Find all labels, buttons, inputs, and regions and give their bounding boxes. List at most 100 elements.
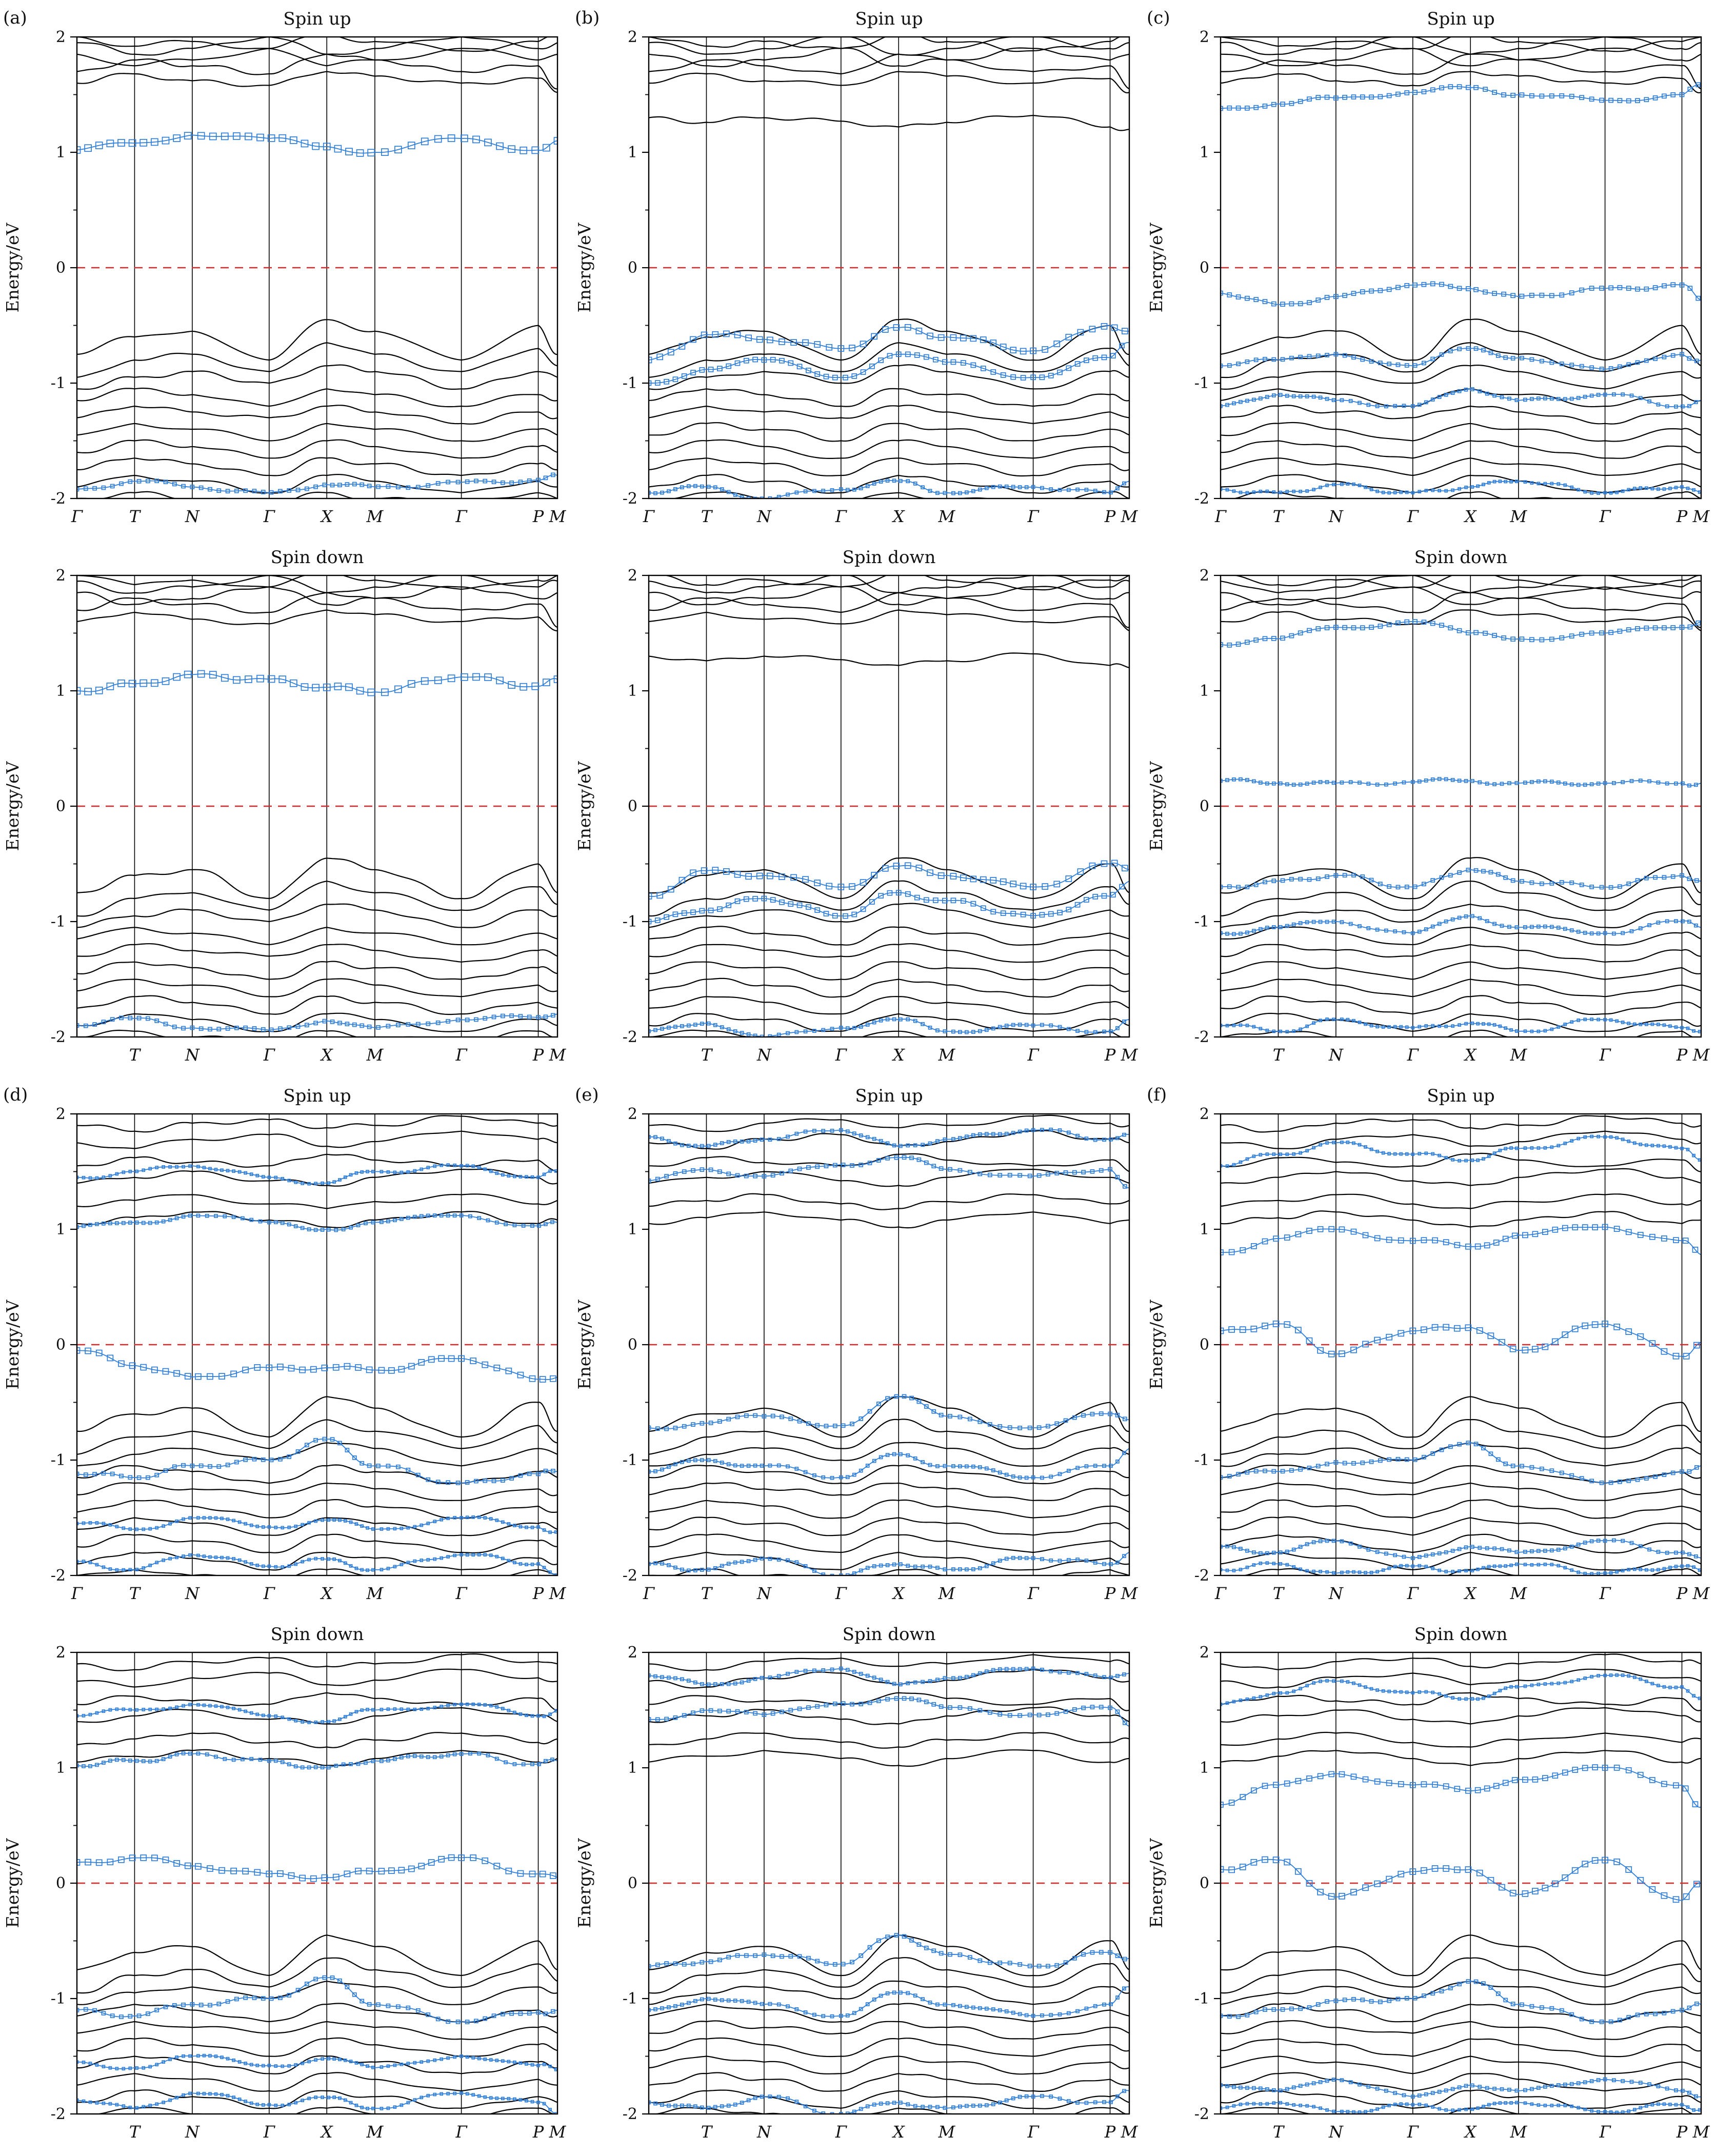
highlight-marker <box>1036 1712 1042 1718</box>
highlight-marker <box>1488 350 1493 355</box>
highlight-marker <box>1492 1546 1496 1551</box>
highlight-marker <box>1298 1545 1303 1549</box>
highlight-marker <box>1465 1324 1472 1331</box>
highlight-marker <box>84 144 92 152</box>
highlight-marker <box>122 2104 126 2108</box>
highlight-marker <box>713 1143 717 1147</box>
highlight-marker <box>1360 1461 1365 1465</box>
black-band <box>1221 1551 1701 1571</box>
highlight-marker <box>951 1464 955 1468</box>
highlight-marker <box>1470 1569 1474 1572</box>
highlight-marker <box>1305 1542 1309 1546</box>
highlight-marker <box>803 1029 808 1034</box>
highlight-marker <box>1686 486 1690 490</box>
highlight-marker <box>95 1563 99 1567</box>
highlight-marker <box>830 1475 834 1480</box>
highlight-marker <box>1115 1674 1120 1678</box>
highlight-marker <box>898 1682 903 1687</box>
highlight-marker <box>913 1019 917 1023</box>
highlight-marker <box>1262 1783 1268 1789</box>
highlight-marker <box>495 1554 499 1559</box>
highlight-marker <box>693 1023 697 1027</box>
highlight-marker <box>504 1760 508 1765</box>
highlight-marker <box>1307 628 1312 633</box>
black-band <box>649 926 1129 946</box>
highlight-marker <box>1559 93 1565 98</box>
highlight-marker <box>713 1023 717 1027</box>
highlight-marker <box>812 489 816 493</box>
highlight-marker <box>366 1366 373 1373</box>
highlight-marker <box>321 1518 324 1522</box>
highlight-marker <box>1647 779 1651 784</box>
highlight-marker <box>1589 2079 1594 2083</box>
black-band <box>1221 1210 1701 1228</box>
highlight-marker <box>859 1468 863 1473</box>
highlight-marker <box>1603 392 1607 397</box>
highlight-marker <box>1552 1226 1559 1233</box>
highlight-marker <box>1424 2092 1428 2097</box>
black-band <box>1221 1152 1701 1172</box>
highlight-marker <box>762 1712 767 1717</box>
highlight-marker <box>895 351 902 357</box>
highlight-marker <box>1421 89 1427 94</box>
highlight-marker <box>1674 486 1678 490</box>
svg-text:2: 2 <box>56 28 66 46</box>
highlight-marker <box>154 1759 159 1763</box>
highlight-marker <box>892 1682 896 1686</box>
highlight-marker <box>1509 2101 1513 2105</box>
highlight-marker <box>649 1135 651 1139</box>
highlight-marker <box>196 1751 201 1756</box>
highlight-marker <box>860 879 867 886</box>
highlight-marker <box>990 909 996 915</box>
highlight-marker <box>1465 1787 1471 1794</box>
highlight-marker <box>649 2100 651 2105</box>
highlight-marker <box>182 2093 185 2097</box>
highlight-marker <box>446 2019 451 2024</box>
highlight-marker <box>660 1467 664 1472</box>
svg-text:M: M <box>938 507 956 526</box>
highlight-marker <box>1680 352 1684 357</box>
highlight-marker <box>1346 1141 1350 1144</box>
highlight-marker <box>1662 93 1667 99</box>
highlight-marker <box>426 483 431 488</box>
highlight-marker <box>1066 1469 1071 1473</box>
highlight-marker <box>1687 404 1691 408</box>
highlight-marker <box>1476 2106 1480 2110</box>
highlight-marker <box>708 1421 713 1425</box>
highlight-marker <box>1075 487 1080 492</box>
highlight-marker <box>1466 346 1471 351</box>
highlight-marker <box>980 905 986 911</box>
highlight-marker <box>453 1516 456 1520</box>
highlight-marker <box>1576 396 1581 400</box>
highlight-marker <box>1325 2108 1329 2112</box>
highlight-marker <box>1673 1782 1679 1789</box>
black-band <box>77 1957 557 1994</box>
highlight-marker <box>1444 2108 1448 2112</box>
black-band <box>649 977 1129 998</box>
highlight-marker <box>1597 1674 1600 1678</box>
panel-title: Spin down <box>271 547 364 568</box>
highlight-marker <box>1265 395 1269 399</box>
svg-text:-1: -1 <box>623 913 637 931</box>
highlight-marker <box>1404 363 1409 368</box>
highlight-marker <box>1007 1961 1012 1966</box>
bands-group <box>77 1115 557 1575</box>
highlight-marker <box>1102 2100 1106 2104</box>
highlight-marker <box>1285 1563 1289 1567</box>
highlight-marker <box>1625 1866 1632 1873</box>
highlight-marker <box>88 1561 92 1565</box>
svg-text:T: T <box>701 507 713 526</box>
highlight-marker <box>321 1720 324 1724</box>
highlight-marker <box>1369 1687 1373 1691</box>
highlight-marker <box>1259 1153 1263 1156</box>
highlight-marker <box>345 1022 350 1027</box>
highlight-marker <box>860 906 866 912</box>
highlight-marker <box>970 875 977 883</box>
highlight-marker <box>885 1453 890 1457</box>
highlight-marker <box>267 2103 271 2107</box>
black-band <box>1221 1731 1701 1748</box>
highlight-marker <box>249 1523 253 1527</box>
highlight-band <box>1221 1859 1701 1901</box>
highlight-marker <box>448 1854 455 1861</box>
